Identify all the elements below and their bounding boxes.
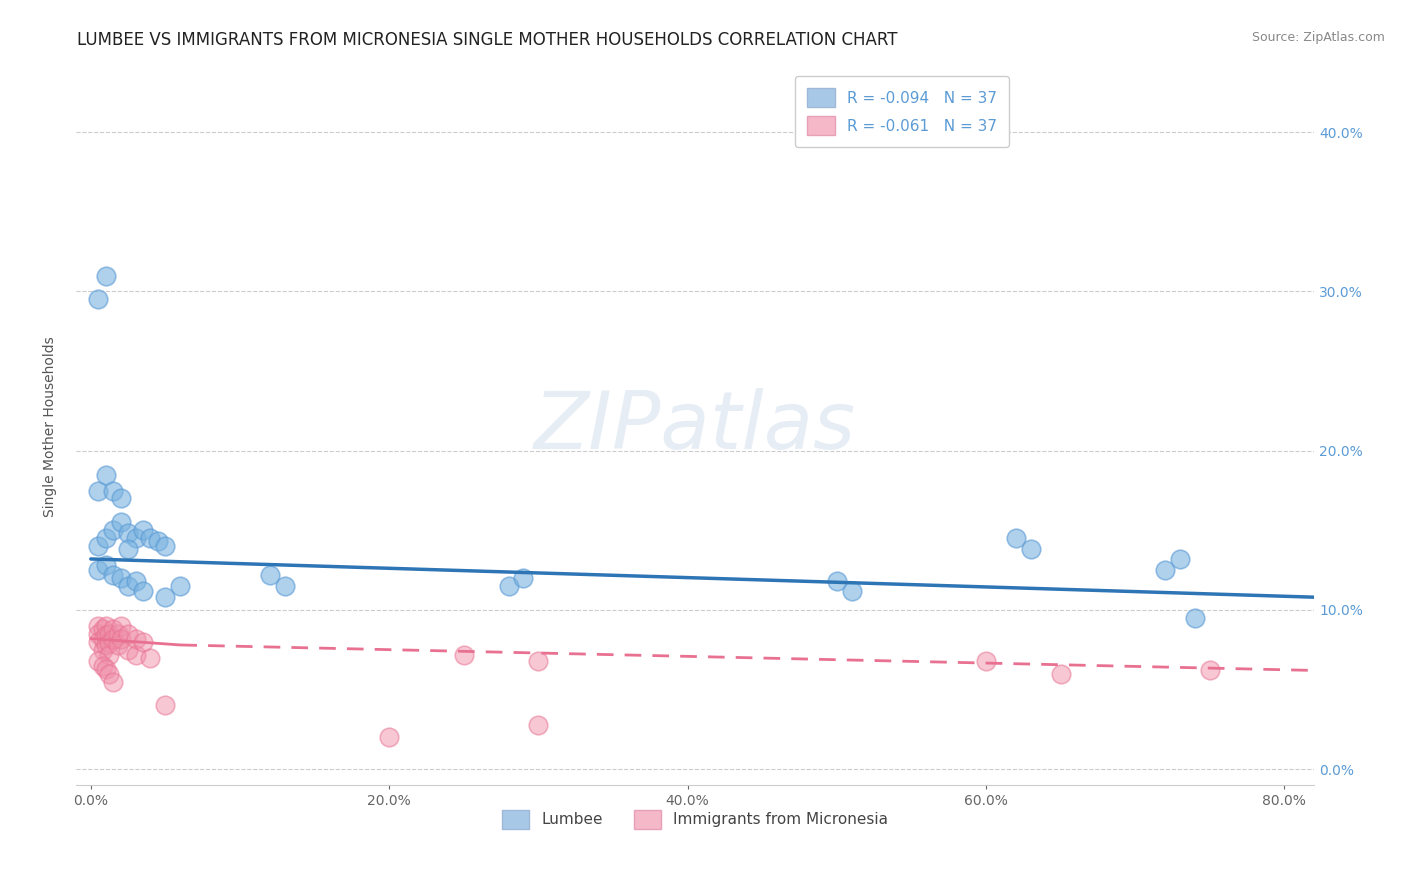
Point — [117, 627, 139, 641]
Text: Source: ZipAtlas.com: Source: ZipAtlas.com — [1251, 31, 1385, 45]
Point — [87, 483, 110, 498]
Point — [87, 539, 110, 553]
Point — [94, 558, 117, 573]
Point — [94, 619, 117, 633]
Point — [87, 619, 110, 633]
Point — [132, 634, 155, 648]
Point — [117, 526, 139, 541]
Point — [91, 642, 114, 657]
Point — [91, 632, 114, 646]
Text: LUMBEE VS IMMIGRANTS FROM MICRONESIA SINGLE MOTHER HOUSEHOLDS CORRELATION CHART: LUMBEE VS IMMIGRANTS FROM MICRONESIA SIN… — [77, 31, 898, 49]
Point — [94, 662, 117, 676]
Point — [155, 539, 177, 553]
Point — [110, 516, 132, 530]
Point — [117, 642, 139, 657]
Point — [117, 542, 139, 557]
Point — [94, 268, 117, 283]
Point — [169, 579, 191, 593]
Point — [124, 574, 146, 589]
Point — [117, 579, 139, 593]
Point — [110, 619, 132, 633]
Point — [87, 627, 110, 641]
Point — [1049, 666, 1071, 681]
Point — [498, 579, 520, 593]
Point — [1168, 552, 1191, 566]
Point — [91, 658, 114, 673]
Point — [841, 583, 863, 598]
Point — [101, 568, 124, 582]
Point — [101, 483, 124, 498]
Point — [107, 627, 129, 641]
Point — [97, 648, 120, 662]
Point — [1184, 611, 1206, 625]
Point — [97, 627, 120, 641]
Point — [101, 622, 124, 636]
Point — [91, 622, 114, 636]
Point — [110, 491, 132, 506]
Point — [512, 571, 534, 585]
Point — [1198, 664, 1220, 678]
Point — [101, 524, 124, 538]
Point — [97, 666, 120, 681]
Point — [124, 648, 146, 662]
Point — [94, 628, 117, 642]
Point — [110, 571, 132, 585]
Point — [132, 583, 155, 598]
Point — [527, 717, 550, 731]
Point — [139, 650, 162, 665]
Point — [124, 632, 146, 646]
Point — [527, 654, 550, 668]
Point — [974, 654, 997, 668]
Point — [259, 568, 281, 582]
Point — [453, 648, 475, 662]
Point — [1154, 563, 1177, 577]
Point — [155, 590, 177, 604]
Point — [94, 638, 117, 652]
Point — [132, 524, 155, 538]
Y-axis label: Single Mother Households: Single Mother Households — [44, 336, 58, 517]
Point — [146, 534, 169, 549]
Point — [378, 731, 401, 745]
Point — [87, 293, 110, 307]
Point — [274, 579, 297, 593]
Point — [97, 636, 120, 650]
Point — [87, 563, 110, 577]
Point — [139, 531, 162, 545]
Point — [155, 698, 177, 713]
Point — [110, 632, 132, 646]
Point — [825, 574, 848, 589]
Point — [87, 634, 110, 648]
Point — [94, 531, 117, 545]
Point — [87, 654, 110, 668]
Point — [1004, 531, 1026, 545]
Point — [124, 531, 146, 545]
Point — [1019, 542, 1042, 557]
Point — [94, 467, 117, 482]
Legend: Lumbee, Immigrants from Micronesia: Lumbee, Immigrants from Micronesia — [496, 804, 894, 835]
Point — [107, 638, 129, 652]
Text: ZIPatlas: ZIPatlas — [534, 388, 856, 466]
Point — [101, 632, 124, 646]
Point — [101, 674, 124, 689]
